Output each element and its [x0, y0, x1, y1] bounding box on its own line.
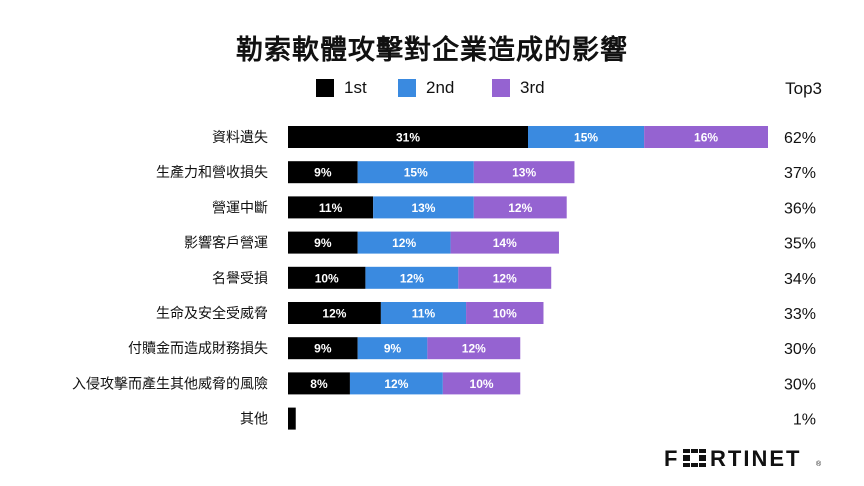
svg-text:RTINET: RTINET: [710, 446, 801, 471]
bar-segment-2nd: [373, 196, 474, 219]
bar-segment-2nd: [380, 302, 467, 324]
legend-swatch-3rd: [492, 79, 510, 97]
category-label: 付贖金而造成財務損失: [128, 341, 268, 357]
bar-value-label: 12%: [400, 271, 424, 285]
bar-segment-2nd: [357, 161, 474, 184]
legend-item-1st: 1st: [316, 78, 367, 98]
bar-value-label: 9%: [384, 342, 402, 356]
legend-swatch-2nd: [398, 79, 416, 97]
chart-title: 勒索軟體攻擊對企業造成的影響: [236, 35, 628, 66]
svg-text:F: F: [664, 446, 679, 471]
bar-value-label: 11%: [412, 307, 436, 321]
top3-total-label: 35%: [784, 236, 816, 253]
fortinet-logo: F RTINET ®: [664, 446, 822, 471]
category-label: 影響客戶營運: [184, 235, 268, 252]
bar-segment-3rd: [458, 266, 552, 289]
category-label: 名譽受損: [212, 271, 268, 287]
legend-label-2nd: 2nd: [426, 78, 455, 97]
bar-segment-3rd: [644, 126, 768, 148]
legend-item-2nd: 2nd: [398, 78, 454, 98]
bar-segment-3rd: [442, 372, 521, 395]
bar-segment-1st: [288, 337, 358, 360]
top3-total-label: 62%: [784, 130, 816, 147]
bar-value-label: 9%: [314, 342, 332, 356]
top3-total-label: 33%: [784, 306, 816, 323]
bar-segment-2nd: [357, 231, 451, 254]
top3-total-label: 34%: [784, 271, 816, 288]
legend-label-1st: 1st: [344, 78, 367, 97]
fortinet-logo-o-grid: [683, 449, 706, 467]
legend-item-3rd: 3rd: [492, 78, 545, 98]
bar-segment-1st: [288, 407, 296, 430]
top3-total-label: 30%: [784, 376, 816, 393]
bar-value-label: 9%: [314, 166, 332, 180]
bar-value-label: 10%: [493, 307, 517, 321]
top3-total-label: 1%: [793, 412, 816, 429]
bar-value-label: 11%: [319, 201, 343, 215]
bar-segment-3rd: [450, 231, 559, 254]
bar-value-label: 12%: [384, 377, 408, 391]
bar-value-label: 15%: [404, 166, 428, 180]
bar-value-label: 9%: [314, 236, 332, 250]
bar-segment-2nd: [349, 372, 443, 395]
bar-segment-1st: [288, 266, 366, 289]
bar-segment-2nd: [365, 266, 459, 289]
legend-label-3rd: 3rd: [520, 78, 545, 97]
bar-value-label: 12%: [322, 307, 346, 321]
bar-value-label: 13%: [512, 166, 536, 180]
category-label: 其他: [240, 412, 268, 428]
bar-segment-2nd: [357, 337, 428, 360]
top3-total-label: 30%: [784, 341, 816, 358]
bar-value-label: 16%: [694, 131, 718, 145]
bar-value-label: 13%: [411, 201, 435, 215]
bar-value-label: 12%: [493, 271, 517, 285]
bar-value-label: 10%: [315, 271, 339, 285]
svg-text:®: ®: [816, 460, 822, 468]
bar-value-label: 10%: [470, 377, 494, 391]
bar-segment-1st: [288, 231, 358, 254]
category-label: 資料遺失: [212, 130, 268, 146]
category-label: 入侵攻擊而產生其他威脅的風險: [72, 375, 268, 392]
bar-value-label: 12%: [508, 201, 532, 215]
legend-swatch-1st: [316, 79, 334, 97]
bar-segment-3rd: [466, 302, 544, 324]
bar-segment-2nd: [528, 126, 645, 148]
bar-value-label: 15%: [574, 131, 598, 145]
bar-segment-1st: [288, 126, 528, 148]
top3-column-header: Top3: [785, 79, 822, 98]
bar-segment-1st: [288, 372, 350, 395]
category-label: 營運中斷: [212, 200, 268, 216]
bar-segment-1st: [288, 161, 358, 184]
top3-total-label: 36%: [784, 200, 816, 217]
bar-value-label: 14%: [493, 236, 517, 250]
category-label: 生產力和營收損失: [156, 164, 268, 181]
bar-value-label: 31%: [396, 131, 420, 145]
bar-segment-3rd: [427, 337, 521, 360]
category-label: 生命及安全受威脅: [156, 305, 268, 322]
bar-value-label: 12%: [392, 236, 416, 250]
bar-segment-1st: [288, 196, 374, 219]
bar-segment-3rd: [473, 196, 567, 219]
bar-segment-1st: [288, 302, 381, 324]
bar-segment-3rd: [473, 161, 575, 184]
top3-total-label: 37%: [784, 165, 816, 182]
bar-value-label: 8%: [310, 377, 328, 391]
bar-value-label: 12%: [462, 342, 486, 356]
